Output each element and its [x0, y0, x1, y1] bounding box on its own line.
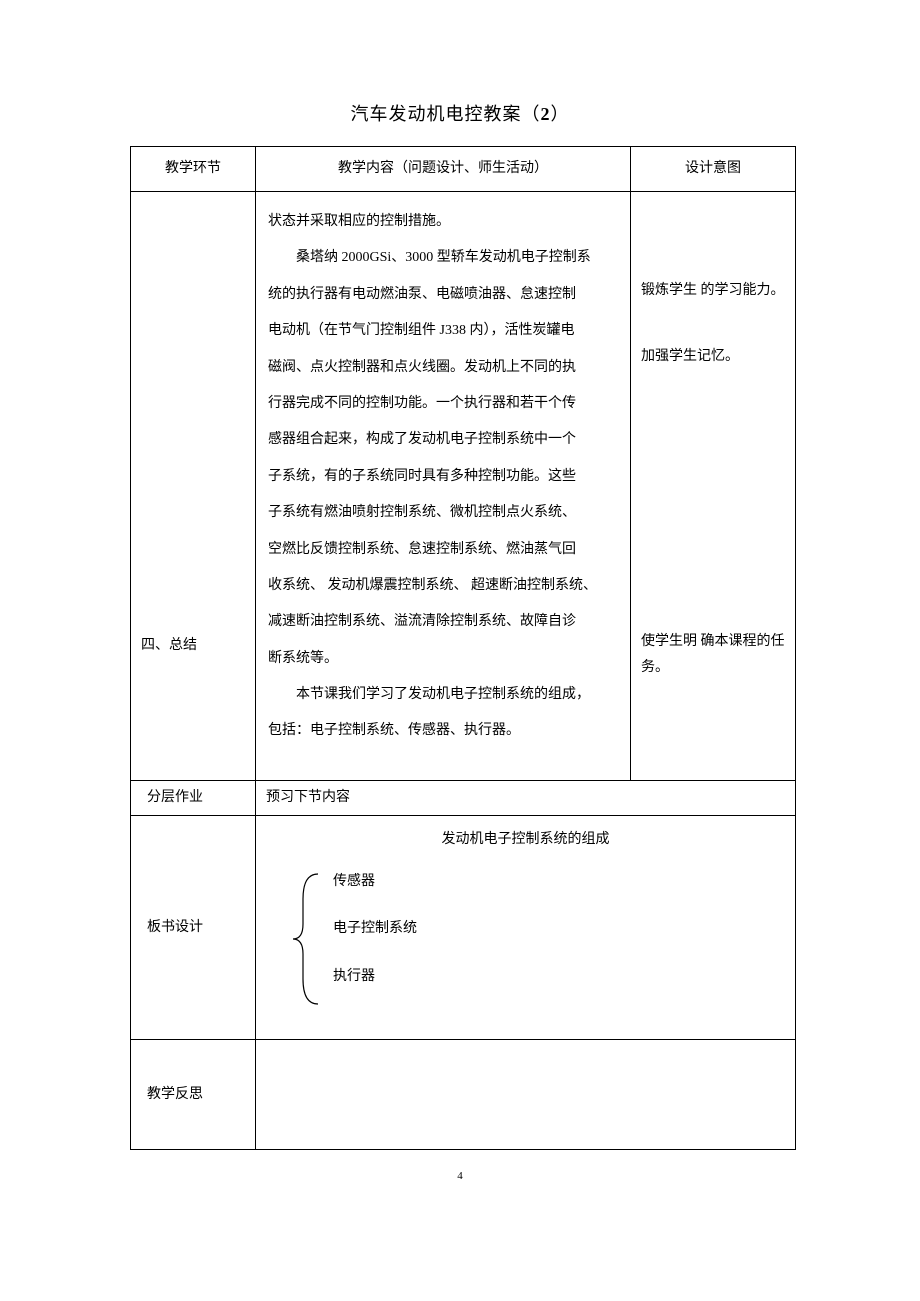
homework-row: 分层作业 预习下节内容 — [131, 780, 796, 815]
brace-item: 电子控制系统 — [333, 916, 417, 941]
content-line: 包括：电子控制系统、传感器、执行器。 — [268, 713, 618, 749]
content-row: 四、总结 状态并采取相应的控制措施。 桑塔纳 2000GSi、3000 型轿车发… — [131, 192, 796, 781]
left-brace-icon — [288, 869, 328, 1009]
teaching-content-cell: 状态并采取相应的控制措施。 桑塔纳 2000GSi、3000 型轿车发动机电子控… — [256, 192, 631, 781]
board-title: 发动机电子控制系统的组成 — [268, 826, 783, 854]
header-col2: 教学内容（问题设计、师生活动） — [256, 147, 631, 192]
brace-item: 执行器 — [333, 964, 417, 989]
design-note: 使学生明 确本课程的任务。 — [641, 629, 785, 679]
content-line: 收系统、 发动机爆震控制系统、 超速断油控制系统、 — [268, 568, 618, 604]
content-line: 状态并采取相应的控制措施。 — [268, 204, 618, 240]
brace-diagram: 传感器 电子控制系统 执行器 — [288, 869, 783, 1009]
reflection-row: 教学反思 — [131, 1040, 796, 1150]
content-line: 磁阀、点火控制器和点火线圈。发动机上不同的执 — [268, 350, 618, 386]
title-prefix: 汽车发动机电控教案（ — [351, 104, 541, 124]
content-line: 感器组合起来，构成了发动机电子控制系统中一个 — [268, 422, 618, 458]
reflection-content — [256, 1040, 796, 1150]
design-note: 锻炼学生 的学习能力。 — [641, 278, 785, 303]
document-title: 汽车发动机电控教案（2） — [130, 100, 790, 126]
content-line: 断系统等。 — [268, 641, 618, 677]
homework-content: 预习下节内容 — [256, 780, 796, 815]
reflection-label: 教学反思 — [131, 1040, 256, 1150]
content-line: 本节课我们学习了发动机电子控制系统的组成， — [268, 677, 618, 713]
content-line: 桑塔纳 2000GSi、3000 型轿车发动机电子控制系 — [268, 240, 618, 276]
content-line: 减速断油控制系统、溢流清除控制系统、故障自诊 — [268, 604, 618, 640]
brace-item: 传感器 — [333, 869, 417, 894]
title-suffix: ） — [551, 104, 570, 124]
content-line: 子系统有燃油喷射控制系统、微机控制点火系统、 — [268, 495, 618, 531]
content-line: 统的执行器有电动燃油泵、电磁喷油器、怠速控制 — [268, 277, 618, 313]
section-label-cell: 四、总结 — [131, 192, 256, 781]
section-label: 四、总结 — [141, 638, 197, 653]
page-number: 4 — [130, 1170, 790, 1182]
board-design-label: 板书设计 — [131, 816, 256, 1040]
board-design-content: 发动机电子控制系统的组成 传感器 电子控制系统 执行器 — [256, 816, 796, 1040]
header-col3: 设计意图 — [631, 147, 796, 192]
design-intent-cell: 锻炼学生 的学习能力。 加强学生记忆。 使学生明 确本课程的任务。 — [631, 192, 796, 781]
header-col1: 教学环节 — [131, 147, 256, 192]
content-line: 空燃比反馈控制系统、怠速控制系统、燃油蒸气回 — [268, 532, 618, 568]
design-note: 加强学生记忆。 — [641, 344, 785, 369]
content-line: 电动机（在节气门控制组件 J338 内），活性炭罐电 — [268, 313, 618, 349]
title-number: 2 — [541, 104, 551, 124]
board-design-row: 板书设计 发动机电子控制系统的组成 传感器 电子控制系统 执行器 — [131, 816, 796, 1040]
content-line: 子系统，有的子系统同时具有多种控制功能。这些 — [268, 459, 618, 495]
table-header-row: 教学环节 教学内容（问题设计、师生活动） 设计意图 — [131, 147, 796, 192]
brace-items: 传感器 电子控制系统 执行器 — [333, 869, 417, 1011]
homework-label: 分层作业 — [131, 780, 256, 815]
content-line: 行器完成不同的控制功能。一个执行器和若干个传 — [268, 386, 618, 422]
lesson-plan-table: 教学环节 教学内容（问题设计、师生活动） 设计意图 四、总结 状态并采取相应的控… — [130, 146, 796, 1150]
